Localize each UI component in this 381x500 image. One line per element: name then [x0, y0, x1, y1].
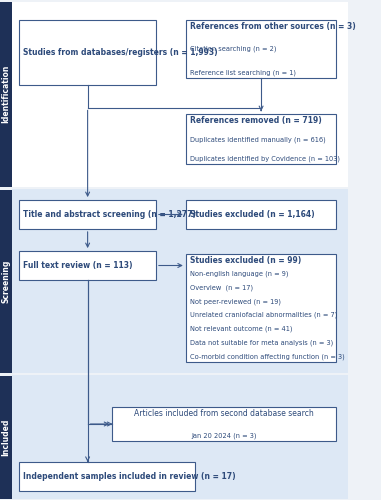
Text: Duplicates identified manually (n = 616): Duplicates identified manually (n = 616): [190, 136, 326, 143]
Text: Unrelated craniofacial abnormalities (n = 7): Unrelated craniofacial abnormalities (n …: [190, 312, 337, 318]
FancyBboxPatch shape: [19, 251, 156, 280]
FancyBboxPatch shape: [12, 374, 348, 498]
Text: Studies excluded (n = 1,164): Studies excluded (n = 1,164): [190, 210, 315, 219]
Text: Studies excluded (n = 99): Studies excluded (n = 99): [190, 256, 301, 264]
FancyBboxPatch shape: [12, 2, 348, 186]
FancyBboxPatch shape: [19, 462, 195, 491]
FancyBboxPatch shape: [186, 20, 336, 78]
FancyBboxPatch shape: [19, 200, 156, 229]
FancyBboxPatch shape: [19, 20, 156, 85]
FancyBboxPatch shape: [112, 407, 336, 441]
Text: References from other sources (n = 3): References from other sources (n = 3): [190, 22, 356, 30]
Text: Identification: Identification: [2, 65, 10, 123]
Text: Co-morbid condition affecting function (n = 3): Co-morbid condition affecting function (…: [190, 353, 345, 360]
Text: Title and abstract screening (n = 1,277): Title and abstract screening (n = 1,277): [24, 210, 197, 219]
Text: Screening: Screening: [2, 260, 10, 303]
FancyBboxPatch shape: [186, 114, 336, 164]
FancyBboxPatch shape: [186, 254, 336, 362]
Text: Full text review (n = 113): Full text review (n = 113): [24, 261, 133, 270]
FancyBboxPatch shape: [0, 190, 12, 372]
FancyBboxPatch shape: [12, 188, 348, 372]
Text: Citation searching (n = 2): Citation searching (n = 2): [190, 46, 277, 52]
Text: Reference list searching (n = 1): Reference list searching (n = 1): [190, 69, 296, 75]
Text: Non-english language (n = 9): Non-english language (n = 9): [190, 270, 288, 277]
Text: Articles included from second database search: Articles included from second database s…: [134, 408, 314, 418]
Text: Studies from databases/registers (n = 1,993): Studies from databases/registers (n = 1,…: [24, 48, 218, 57]
FancyBboxPatch shape: [0, 2, 12, 186]
Text: Independent samples included in review (n = 17): Independent samples included in review (…: [24, 472, 236, 481]
FancyBboxPatch shape: [186, 200, 336, 229]
Text: Overview  (n = 17): Overview (n = 17): [190, 284, 253, 291]
Text: Not relevant outcome (n = 41): Not relevant outcome (n = 41): [190, 326, 293, 332]
Text: Not peer-reviewed (n = 19): Not peer-reviewed (n = 19): [190, 298, 281, 304]
Text: Data not suitable for meta analysis (n = 3): Data not suitable for meta analysis (n =…: [190, 340, 333, 346]
Text: Duplicates identified by Covidence (n = 103): Duplicates identified by Covidence (n = …: [190, 156, 340, 162]
FancyBboxPatch shape: [0, 376, 12, 498]
Text: Jan 20 2024 (n = 3): Jan 20 2024 (n = 3): [192, 433, 257, 440]
Text: References removed (n = 719): References removed (n = 719): [190, 116, 322, 124]
Text: Included: Included: [2, 418, 10, 456]
